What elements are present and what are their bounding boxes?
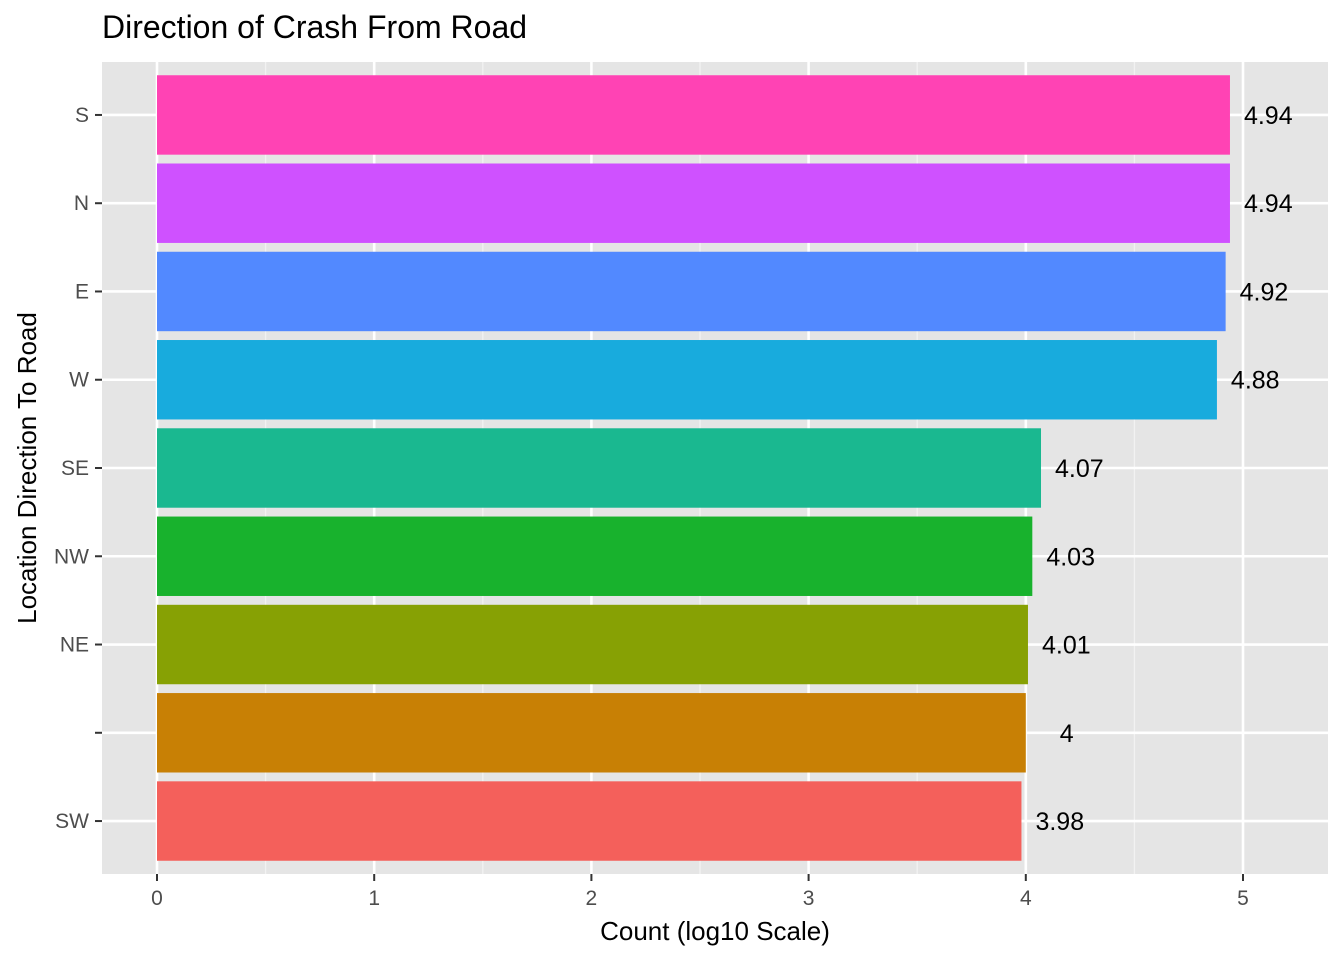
data-label: 4.07 bbox=[1055, 455, 1104, 483]
bar-sw bbox=[157, 781, 1022, 861]
data-label: 3.98 bbox=[1035, 808, 1084, 836]
data-labels: 4.94 4.94 4.92 4.88 4.07 4.03 4.01 4 3.98 bbox=[1035, 102, 1292, 836]
data-label: 4.92 bbox=[1240, 278, 1289, 306]
bar-e bbox=[157, 251, 1226, 332]
data-label: 4.03 bbox=[1046, 543, 1095, 571]
y-axis-title: Location Direction To Road bbox=[12, 312, 42, 624]
y-tick-label: SE bbox=[61, 457, 89, 480]
x-tick-label: 4 bbox=[1020, 887, 1032, 910]
y-tick-label: W bbox=[69, 369, 89, 392]
x-tick-label: 0 bbox=[151, 887, 163, 910]
y-tick-label: E bbox=[75, 280, 89, 303]
data-label: 4.94 bbox=[1244, 102, 1293, 130]
bar-w bbox=[157, 340, 1217, 420]
x-tick-label: 2 bbox=[586, 887, 598, 910]
y-tick-label: NE bbox=[60, 634, 89, 657]
chart-title: Direction of Crash From Road bbox=[102, 9, 527, 45]
data-label: 4.94 bbox=[1244, 190, 1293, 218]
bar-n bbox=[157, 163, 1230, 243]
y-tick-label: SW bbox=[55, 810, 89, 833]
data-label: 4 bbox=[1060, 720, 1074, 748]
y-tick-label: N bbox=[74, 192, 89, 215]
bar-blank bbox=[157, 693, 1026, 773]
bar-se bbox=[157, 428, 1042, 508]
bar-nw bbox=[157, 516, 1033, 596]
bar-s bbox=[157, 75, 1230, 155]
x-axis-ticks: 0 1 2 3 4 5 bbox=[151, 874, 1249, 910]
data-label: 4.01 bbox=[1042, 632, 1091, 660]
bars bbox=[157, 75, 1230, 861]
x-tick-label: 5 bbox=[1237, 887, 1249, 910]
y-tick-label: S bbox=[75, 104, 89, 127]
x-tick-label: 1 bbox=[368, 887, 380, 910]
x-axis-title: Count (log10 Scale) bbox=[600, 916, 830, 946]
data-label: 4.88 bbox=[1231, 367, 1280, 395]
y-tick-label: NW bbox=[54, 545, 89, 568]
x-tick-label: 3 bbox=[803, 887, 815, 910]
bar-ne bbox=[157, 604, 1028, 685]
